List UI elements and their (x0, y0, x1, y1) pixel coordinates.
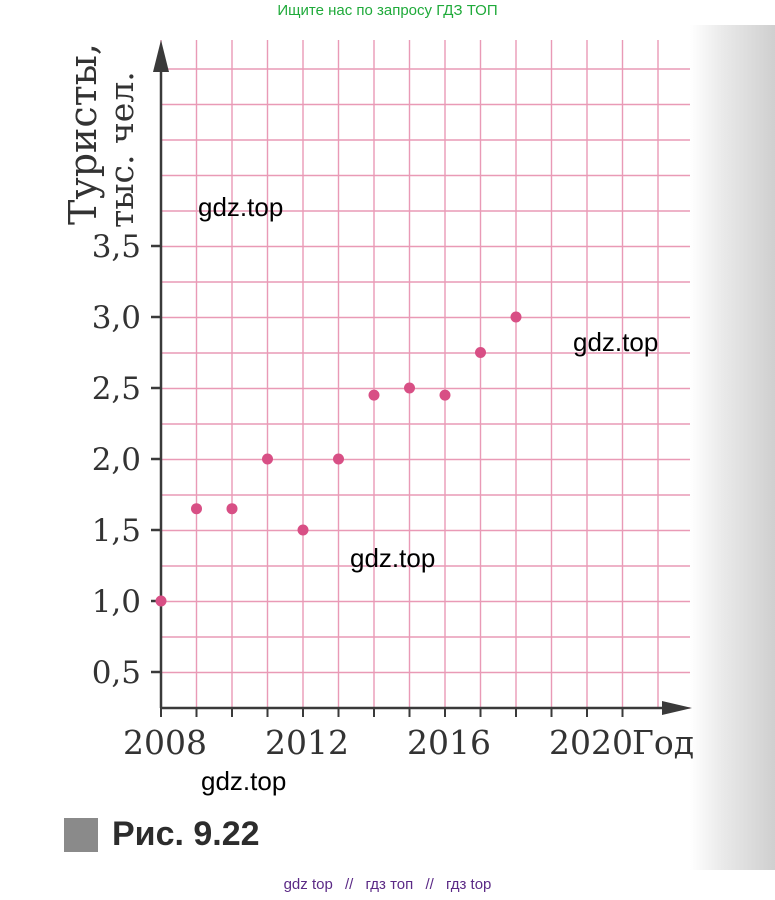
caption-text: Рис. 9.22 (112, 815, 260, 853)
y-tick-label: 1,0 (92, 584, 141, 620)
y-axis-arrow-icon (153, 40, 169, 72)
data-point (439, 389, 451, 401)
data-point (297, 524, 309, 536)
data-point (262, 453, 273, 465)
watermark-4: gdz.top (201, 766, 287, 796)
tick-labels: 0,5 1,0 1,5 2,0 2,5 3,0 3,5 2008 2012 2016 2020 (92, 229, 633, 762)
watermark-2: gdz.top (573, 327, 659, 357)
footer-link-2[interactable]: гдз топ (365, 876, 414, 893)
figure-caption: Рис. 9.22 (64, 815, 260, 854)
footer-sep-2: // (425, 876, 434, 893)
y-axis-label-line1: Туристы, (61, 43, 105, 225)
y-tick-label: 3,0 (92, 300, 141, 336)
x-tick-label: 2012 (265, 723, 349, 762)
footer-link-1[interactable]: gdz top (283, 876, 333, 893)
x-tick-label: 2020 (549, 723, 633, 762)
footer-link-3[interactable]: гдз top (445, 876, 492, 893)
y-tick-label: 2,5 (92, 371, 141, 407)
chart-axes (153, 40, 692, 715)
x-tick-label: 2016 (407, 723, 491, 762)
y-tick-label: 3,5 (92, 229, 141, 265)
data-point (404, 382, 415, 394)
watermark-3: gdz.top (350, 543, 436, 573)
y-axis-label-line2: тыс. чел. (102, 71, 141, 228)
page-edge-shadow (690, 25, 775, 870)
y-tick-label: 2,0 (92, 442, 141, 478)
x-tick-label: 2008 (123, 723, 207, 762)
y-tick-label: 0,5 (92, 655, 141, 691)
watermark-1: gdz.top (198, 192, 284, 222)
x-axis-label: Год (632, 723, 694, 762)
y-tick-label: 1,5 (92, 513, 141, 549)
footer-links: gdz top // гдз топ // гдз top (0, 876, 775, 893)
data-point (226, 503, 238, 515)
data-point (368, 389, 380, 401)
data-point (191, 503, 202, 515)
data-point (475, 347, 486, 358)
caption-square-icon (64, 817, 98, 852)
data-point (510, 311, 522, 323)
footer-sep-1: // (344, 876, 354, 893)
data-points (155, 311, 522, 607)
data-point (333, 453, 344, 465)
chart-grid (160, 40, 690, 709)
x-axis-arrow-icon (662, 701, 692, 715)
header-note: Ищите нас по запросу ГДЗ ТОП (277, 2, 498, 19)
data-point (155, 595, 167, 607)
